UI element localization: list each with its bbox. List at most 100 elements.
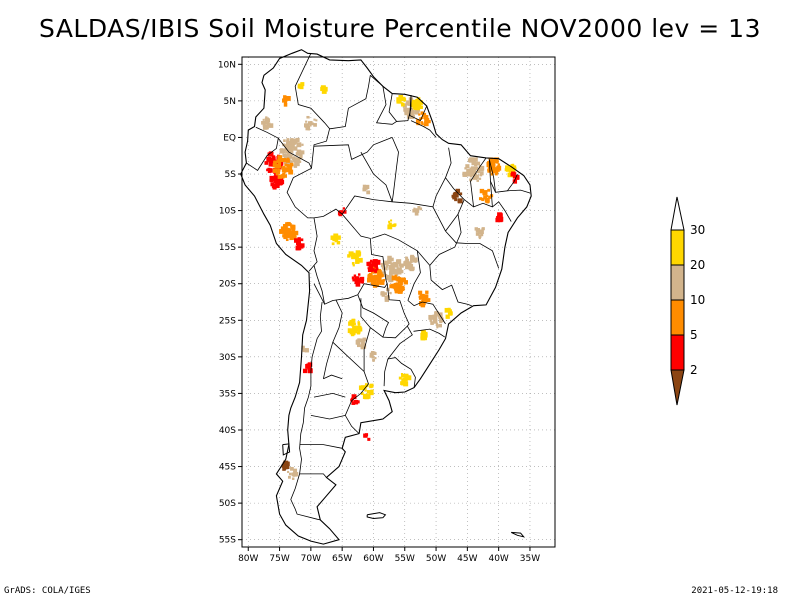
shade-pixel — [424, 118, 430, 124]
shade-pixel — [413, 103, 416, 106]
shade-pixel — [278, 157, 282, 161]
shade-pixel — [421, 330, 426, 334]
shade-pixel — [488, 195, 492, 199]
shade-pixel — [310, 121, 313, 124]
shade-pixel — [313, 123, 317, 127]
shade-pixel — [482, 192, 486, 195]
shade-pixel — [412, 257, 418, 263]
shade-cluster-tan — [474, 227, 485, 240]
shade-pixel — [401, 102, 405, 107]
shade-pixel — [363, 343, 366, 346]
shade-pixel — [483, 195, 488, 200]
shade-pixel — [421, 335, 427, 341]
shade-pixel — [477, 169, 481, 174]
shade-pixel — [420, 111, 424, 115]
shade-pixel — [385, 298, 388, 301]
shade-pixel — [445, 314, 450, 319]
border-line — [344, 327, 371, 434]
shade-pixel — [286, 152, 291, 157]
border-line — [413, 328, 446, 338]
shade-pixel — [355, 339, 359, 342]
shade-pixel — [491, 163, 496, 168]
shade-pixel — [279, 229, 284, 234]
shade-pixel — [371, 268, 375, 272]
shade-pixel — [277, 161, 282, 165]
shade-pixel — [355, 254, 359, 259]
shade-pixel — [282, 224, 288, 229]
shade-cluster-red — [294, 237, 305, 251]
shade-pixel — [401, 378, 405, 382]
coastline — [240, 49, 532, 545]
shade-pixel — [274, 183, 280, 189]
shade-pixel — [289, 228, 292, 231]
shade-pixel — [468, 170, 471, 173]
latitude-tick-labels: 10N 5N EQ 5S 10S 15S 20S 25S 30S 35S 40S 45S 50S 55S — [218, 60, 242, 546]
shade-pixel — [385, 265, 388, 268]
shade-pixel — [425, 290, 429, 294]
border-line — [294, 53, 330, 129]
shade-pixel — [418, 113, 421, 116]
shade-pixel — [388, 222, 392, 226]
shade-pixel — [268, 157, 274, 163]
shade-pixel — [464, 167, 467, 170]
shade-pixel — [267, 152, 272, 157]
shade-cluster-orange — [389, 274, 408, 294]
shade-pixel — [262, 123, 266, 127]
shade-pixel — [509, 169, 513, 173]
border-line — [360, 151, 393, 202]
shade-pixel — [306, 115, 309, 119]
border-line — [277, 137, 318, 272]
shade-pixel — [283, 235, 288, 239]
shade-pixel — [300, 238, 304, 242]
shade-pixel — [278, 177, 284, 183]
shade-pixel — [352, 278, 356, 282]
border-line — [391, 137, 399, 202]
shade-cluster-yellow — [396, 94, 407, 107]
shade-pixel — [291, 227, 296, 231]
shade-pixel — [372, 262, 378, 267]
border-line — [313, 137, 393, 160]
border-line — [323, 374, 343, 380]
shade-pixel — [387, 259, 392, 265]
border-line — [246, 126, 279, 171]
shade-pixel — [430, 321, 434, 325]
shade-pixel — [282, 462, 288, 467]
shade-pixel — [512, 165, 517, 170]
shade-pixel — [356, 251, 362, 256]
lon-tick-label: 70W — [301, 554, 321, 564]
border-line — [313, 392, 346, 398]
shade-pixel — [351, 323, 355, 327]
shade-pixel — [388, 220, 391, 223]
shade-cluster-yellow — [398, 373, 412, 387]
shade-pixel — [351, 394, 357, 400]
shade-cluster-tan — [303, 115, 318, 131]
shade-pixel — [336, 240, 341, 245]
shade-pixel — [262, 118, 265, 121]
shade-pixel — [469, 167, 475, 173]
shade-pixel — [262, 125, 268, 130]
shade-pixel — [274, 177, 278, 181]
shade-pixel — [438, 315, 442, 320]
shade-pixel — [353, 256, 356, 259]
shade-pixel — [404, 110, 410, 116]
shade-pixel — [412, 114, 415, 118]
shade-pixel — [351, 262, 355, 265]
shade-pixel — [281, 175, 285, 179]
shade-pixel — [400, 286, 405, 292]
shade-pixel — [307, 121, 312, 125]
legend-bottom-arrow — [670, 369, 685, 406]
shade-cluster-red — [366, 259, 381, 273]
lat-tick-label: 5N — [224, 97, 236, 107]
shade-pixel — [493, 170, 497, 173]
shade-pixel — [266, 122, 271, 127]
shade-pixel — [309, 124, 312, 127]
shade-pixel — [448, 309, 452, 313]
lat-tick-label: 25S — [219, 316, 236, 326]
shade-pixel — [382, 267, 386, 271]
shade-pixel — [268, 123, 274, 128]
border-line — [430, 279, 472, 307]
shade-pixel — [283, 230, 289, 236]
shade-pixel — [285, 142, 290, 146]
shade-pixel — [272, 176, 277, 182]
shade-pixel — [355, 282, 361, 287]
